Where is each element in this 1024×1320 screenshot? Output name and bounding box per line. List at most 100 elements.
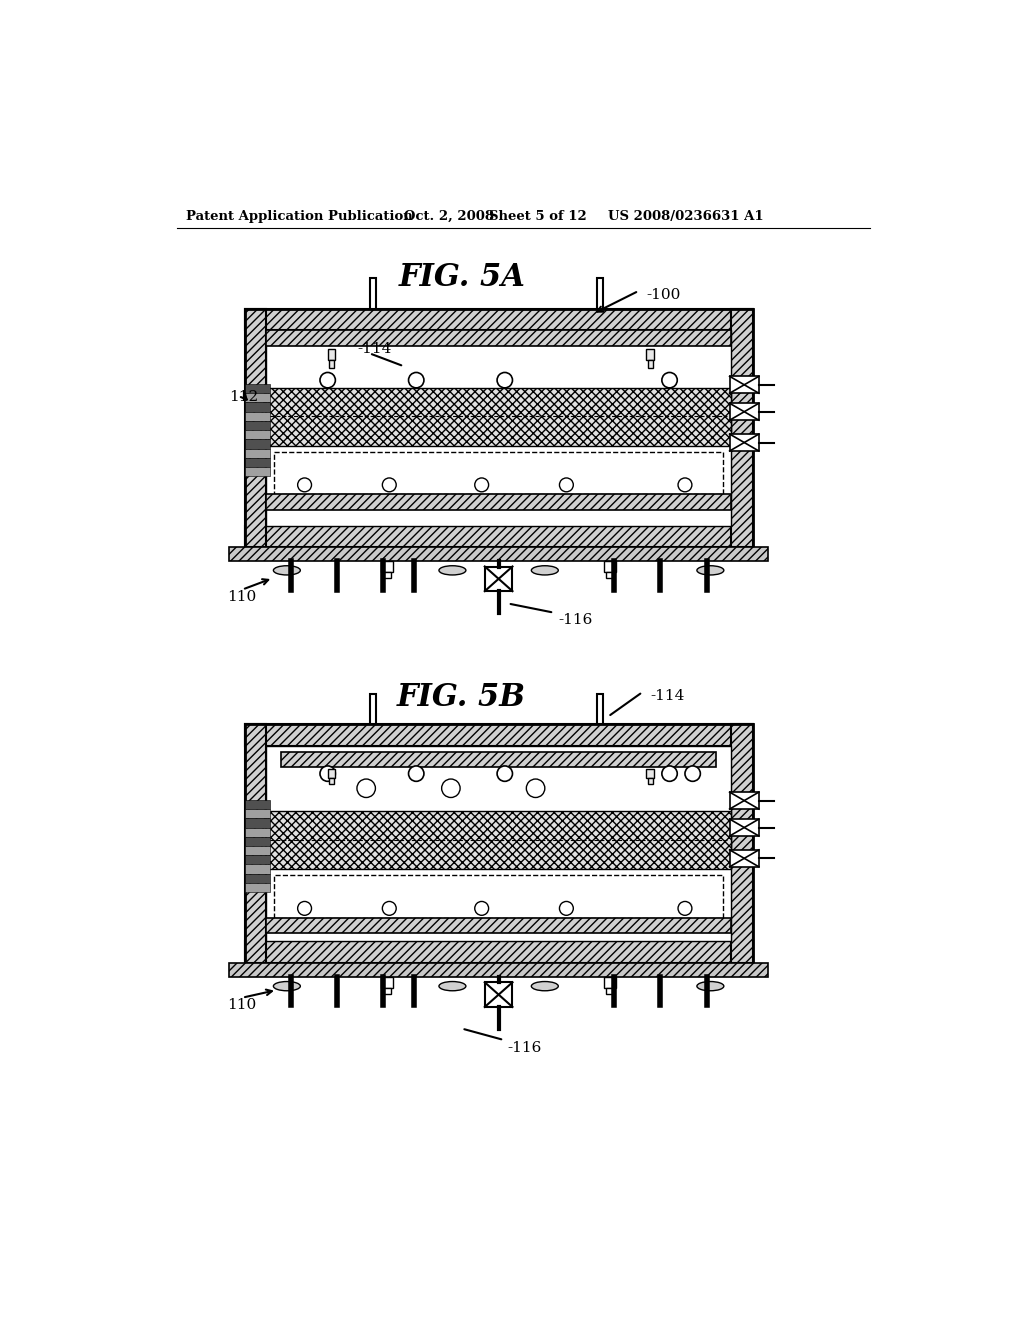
Polygon shape bbox=[266, 812, 731, 869]
Circle shape bbox=[526, 779, 545, 797]
Circle shape bbox=[409, 372, 424, 388]
Polygon shape bbox=[484, 982, 512, 1007]
Polygon shape bbox=[604, 977, 616, 987]
Polygon shape bbox=[245, 809, 270, 818]
Text: FIG. 5B: FIG. 5B bbox=[397, 682, 526, 713]
Text: Oct. 2, 2008: Oct. 2, 2008 bbox=[403, 210, 494, 223]
Polygon shape bbox=[383, 572, 391, 578]
Polygon shape bbox=[229, 964, 768, 977]
Circle shape bbox=[559, 478, 573, 492]
Polygon shape bbox=[370, 693, 376, 725]
Polygon shape bbox=[370, 277, 376, 309]
Polygon shape bbox=[266, 746, 731, 941]
Polygon shape bbox=[245, 412, 270, 421]
Circle shape bbox=[298, 902, 311, 915]
Polygon shape bbox=[273, 875, 724, 917]
Polygon shape bbox=[606, 987, 614, 994]
Polygon shape bbox=[266, 917, 731, 933]
Polygon shape bbox=[648, 779, 652, 784]
Polygon shape bbox=[245, 865, 270, 874]
Polygon shape bbox=[646, 770, 654, 779]
Polygon shape bbox=[266, 388, 731, 446]
Ellipse shape bbox=[531, 566, 558, 576]
Ellipse shape bbox=[439, 566, 466, 576]
Polygon shape bbox=[730, 818, 759, 836]
Polygon shape bbox=[266, 494, 731, 510]
Polygon shape bbox=[245, 828, 270, 837]
Polygon shape bbox=[245, 883, 270, 892]
Polygon shape bbox=[245, 874, 270, 883]
Circle shape bbox=[497, 766, 512, 781]
Ellipse shape bbox=[439, 982, 466, 991]
Polygon shape bbox=[245, 467, 270, 477]
Polygon shape bbox=[328, 350, 336, 360]
Polygon shape bbox=[245, 837, 270, 846]
Circle shape bbox=[319, 766, 336, 781]
Circle shape bbox=[475, 478, 488, 492]
Polygon shape bbox=[245, 800, 270, 809]
Ellipse shape bbox=[697, 982, 724, 991]
Polygon shape bbox=[245, 458, 270, 467]
Polygon shape bbox=[730, 850, 759, 867]
Polygon shape bbox=[646, 350, 654, 360]
Polygon shape bbox=[245, 525, 753, 548]
Circle shape bbox=[685, 766, 700, 781]
Polygon shape bbox=[381, 561, 393, 572]
Polygon shape bbox=[604, 561, 616, 572]
Text: -100: -100 bbox=[646, 288, 681, 302]
Polygon shape bbox=[245, 818, 270, 828]
Polygon shape bbox=[606, 572, 614, 578]
Circle shape bbox=[678, 478, 692, 492]
Polygon shape bbox=[245, 725, 266, 964]
Circle shape bbox=[382, 902, 396, 915]
Ellipse shape bbox=[697, 566, 724, 576]
Circle shape bbox=[475, 902, 488, 915]
Polygon shape bbox=[229, 548, 768, 561]
Polygon shape bbox=[282, 752, 716, 767]
Circle shape bbox=[662, 766, 677, 781]
Polygon shape bbox=[245, 421, 270, 430]
Ellipse shape bbox=[273, 566, 300, 576]
Polygon shape bbox=[273, 451, 724, 494]
Circle shape bbox=[409, 766, 424, 781]
Polygon shape bbox=[330, 779, 334, 784]
Polygon shape bbox=[597, 277, 603, 309]
Polygon shape bbox=[730, 376, 759, 393]
Polygon shape bbox=[245, 725, 753, 746]
Polygon shape bbox=[731, 309, 753, 548]
Polygon shape bbox=[245, 440, 270, 449]
Polygon shape bbox=[245, 403, 270, 412]
Polygon shape bbox=[245, 846, 270, 855]
Circle shape bbox=[678, 902, 692, 915]
Circle shape bbox=[357, 779, 376, 797]
Polygon shape bbox=[597, 693, 603, 725]
Polygon shape bbox=[245, 384, 270, 393]
Polygon shape bbox=[266, 330, 731, 346]
Polygon shape bbox=[730, 404, 759, 420]
Polygon shape bbox=[245, 393, 270, 403]
Polygon shape bbox=[266, 330, 731, 525]
Text: -116: -116 bbox=[508, 1040, 543, 1055]
Text: 110: 110 bbox=[226, 590, 256, 605]
Polygon shape bbox=[730, 434, 759, 451]
Text: FIG. 5A: FIG. 5A bbox=[398, 263, 525, 293]
Circle shape bbox=[441, 779, 460, 797]
Polygon shape bbox=[383, 987, 391, 994]
Polygon shape bbox=[730, 792, 759, 809]
Text: -114: -114 bbox=[357, 342, 392, 356]
Text: -116: -116 bbox=[558, 614, 592, 627]
Polygon shape bbox=[245, 941, 753, 964]
Text: US 2008/0236631 A1: US 2008/0236631 A1 bbox=[608, 210, 764, 223]
Circle shape bbox=[497, 372, 512, 388]
Circle shape bbox=[319, 372, 336, 388]
Polygon shape bbox=[648, 360, 652, 368]
Text: 110: 110 bbox=[226, 998, 256, 1012]
Polygon shape bbox=[381, 977, 393, 987]
Polygon shape bbox=[731, 725, 753, 964]
Polygon shape bbox=[245, 449, 270, 458]
Polygon shape bbox=[245, 309, 753, 330]
Text: 112: 112 bbox=[229, 391, 258, 404]
Polygon shape bbox=[245, 855, 270, 865]
Circle shape bbox=[298, 478, 311, 492]
Text: -114: -114 bbox=[650, 689, 685, 702]
